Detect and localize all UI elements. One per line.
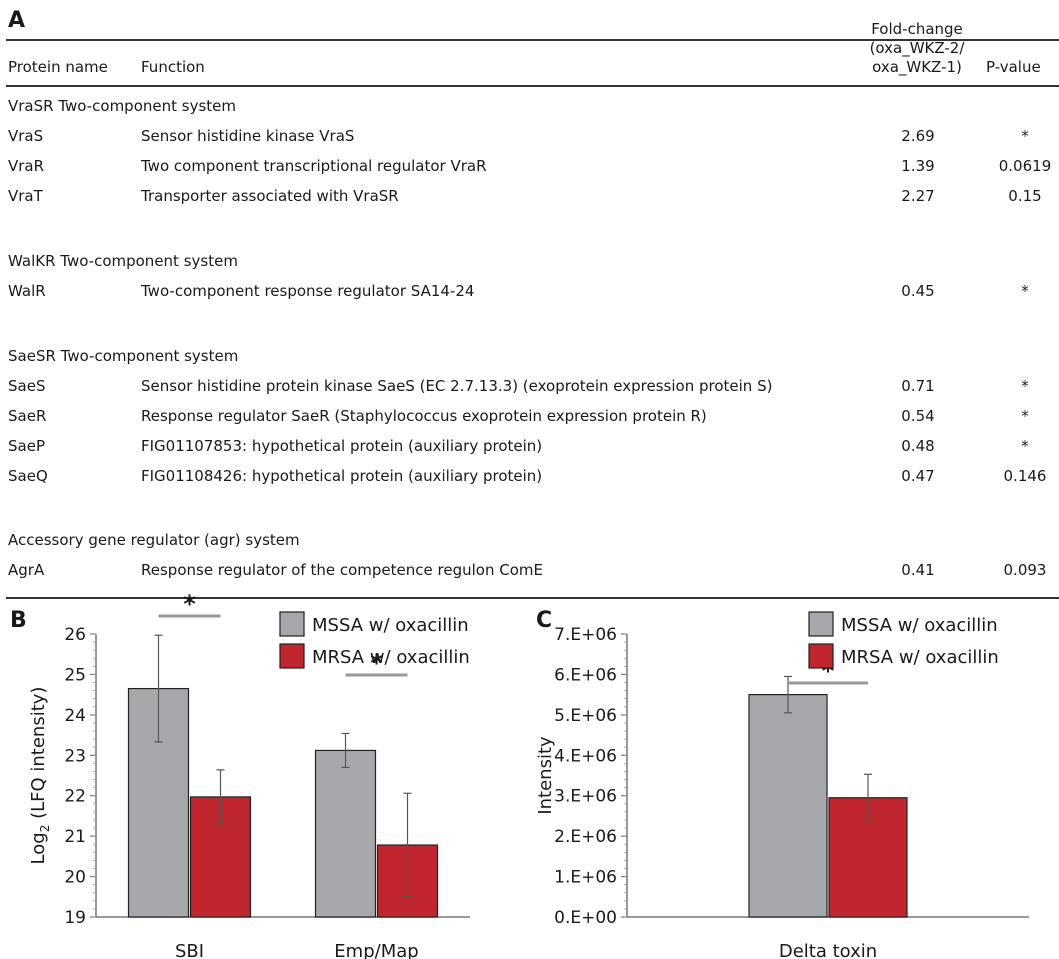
chart-b-lfq-intensity: 19 20 21 22 23 24 25 26 Log2 (LFQ intensity) SBI E…: [28, 590, 470, 959]
protein-name-cell: SaeR: [8, 407, 47, 425]
y-tick-label: 7.E+06: [554, 625, 617, 645]
function-cell: FIG01108426: hypothetical protein (auxil…: [141, 467, 543, 485]
protein-name-cell: SaeQ: [8, 467, 48, 485]
function-cell: Sensor histidine kinase VraS: [141, 127, 355, 145]
header-fold-change: Fold-change (oxa_WKZ-2/ oxa_WKZ-1): [862, 20, 972, 77]
y-tick-label: 26: [64, 625, 86, 645]
p-value-cell: 0.15: [1008, 187, 1042, 205]
x-tick-label: Emp/Map: [334, 941, 418, 959]
legend-label-mrsa: MRSA w/ oxacillin: [312, 647, 470, 668]
header-p-value: P-value: [986, 58, 1041, 76]
y-tick-label: 21: [64, 827, 86, 847]
y-tick-label: 6.E+06: [554, 665, 617, 685]
protein-name-cell: VraS: [8, 127, 44, 145]
header-function: Function: [141, 58, 205, 76]
y-tick-label: 3.E+06: [554, 787, 617, 807]
y-tick-label: 5.E+06: [554, 706, 617, 726]
y-axis-label: Log2 (LFQ intensity): [28, 687, 52, 865]
y-tick-label: 20: [64, 868, 86, 888]
p-value-cell: *: [1021, 282, 1029, 300]
significance-mark: *: [370, 649, 383, 677]
table-bottom-rule: [6, 597, 1059, 599]
p-value-cell: *: [1021, 377, 1029, 395]
fold-change-cell: 0.47: [901, 467, 935, 485]
panel-c-label: C: [536, 608, 553, 633]
p-value-cell: 0.146: [1003, 467, 1047, 485]
function-cell: Transporter associated with VraSR: [141, 187, 399, 205]
table-top-rule: [6, 39, 1059, 41]
group-title: WalKR Two-component system: [8, 252, 238, 270]
bar-mssa: [748, 694, 828, 918]
y-axis-label-base: Log: [28, 832, 49, 864]
fold-change-cell: 0.48: [901, 437, 935, 455]
significance-mark: *: [183, 590, 196, 618]
y-tick-label: 22: [64, 787, 86, 807]
y-tick-label: 1.E+06: [554, 868, 617, 888]
y-axis-label-rest: (LFQ intensity): [28, 687, 49, 825]
function-cell: Sensor histidine protein kinase SaeS (EC…: [141, 377, 773, 395]
function-cell: Response regulator SaeR (Staphylococcus …: [141, 407, 707, 425]
y-tick-label: 2.E+06: [554, 827, 617, 847]
fold-change-cell: 0.41: [901, 561, 935, 579]
legend-label-mssa: MSSA w/ oxacillin: [312, 615, 469, 636]
header-fold-line1: Fold-change: [871, 20, 963, 38]
legend-swatch-mrsa: [808, 643, 834, 669]
legend-label-mssa: MSSA w/ oxacillin: [841, 615, 998, 636]
fold-change-cell: 0.45: [901, 282, 935, 300]
protein-name-cell: WalR: [8, 282, 46, 300]
fold-change-cell: 0.54: [901, 407, 935, 425]
panel-a-label: A: [8, 8, 26, 33]
p-value-cell: 0.0619: [998, 157, 1052, 175]
panel-a-table: A Protein name Function Fold-change (oxa…: [6, 8, 1059, 599]
group-title: SaeSR Two-component system: [8, 347, 239, 365]
protein-name-cell: VraR: [8, 157, 45, 175]
x-tick-label: Delta toxin: [779, 941, 877, 959]
protein-name-cell: VraT: [8, 187, 43, 205]
p-value-cell: *: [1021, 127, 1029, 145]
y-tick-label: 25: [64, 665, 86, 685]
function-cell: FIG01107853: hypothetical protein (auxil…: [141, 437, 543, 455]
p-value-cell: *: [1021, 437, 1029, 455]
protein-name-cell: SaeS: [8, 377, 46, 395]
function-cell: Two component transcriptional regulator …: [141, 157, 487, 175]
y-tick-label: 4.E+06: [554, 746, 617, 766]
bar-mssa: [314, 749, 377, 918]
fold-change-cell: 0.71: [901, 377, 935, 395]
protein-name-cell: SaeP: [8, 437, 45, 455]
function-cell: Response regulator of the competence reg…: [141, 561, 543, 579]
header-protein-name: Protein name: [8, 58, 108, 76]
y-axis-label: Intensity: [535, 736, 556, 815]
chart-c-delta-toxin: 0.E+00 1.E+06 2.E+06 3.E+06 4.E+06 5.E+06 6.E+…: [535, 611, 1029, 959]
p-value-cell: 0.093: [1003, 561, 1047, 579]
p-value-cell: *: [1021, 407, 1029, 425]
x-tick-label: SBI: [175, 941, 204, 959]
panel-b-label: B: [10, 608, 27, 633]
protein-name-cell: AgrA: [8, 561, 45, 579]
y-tick-label: 23: [64, 746, 86, 766]
legend-swatch-mssa: [808, 611, 834, 637]
legend-swatch-mrsa: [279, 643, 305, 669]
y-tick-label: 19: [64, 908, 86, 928]
y-tick-label: 24: [64, 706, 86, 726]
table-header-rule: [6, 85, 1059, 87]
group-title: VraSR Two-component system: [8, 97, 237, 115]
fold-change-cell: 1.39: [901, 157, 935, 175]
y-tick-label: 0.E+00: [554, 908, 617, 928]
fold-change-cell: 2.27: [901, 187, 935, 205]
group-title: Accessory gene regulator (agr) system: [8, 531, 300, 549]
legend-label-mrsa: MRSA w/ oxacillin: [841, 647, 999, 668]
function-cell: Two-component response regulator SA14-24: [141, 282, 475, 300]
legend-swatch-mssa: [279, 611, 305, 637]
fold-change-cell: 2.69: [901, 127, 935, 145]
header-fold-line2: (oxa_WKZ-2/: [869, 39, 965, 57]
y-axis-label-subscript: 2: [38, 825, 52, 833]
header-fold-line3: oxa_WKZ-1): [872, 58, 962, 76]
